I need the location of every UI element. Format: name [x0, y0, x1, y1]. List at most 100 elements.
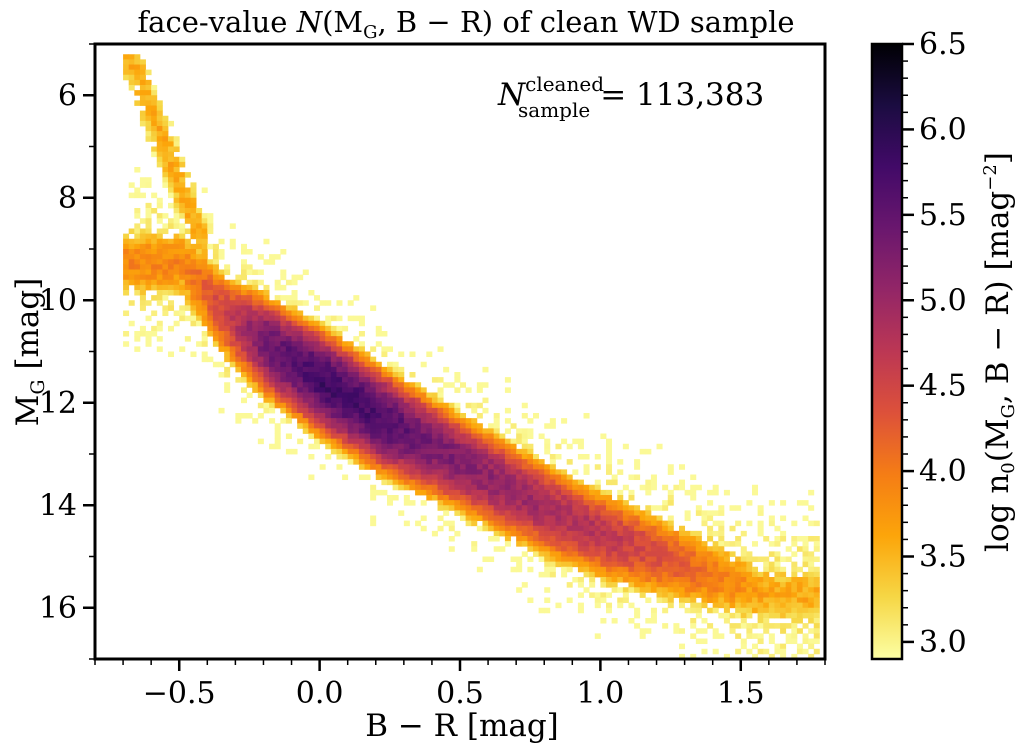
heatmap-cell [336, 336, 343, 342]
heatmap-cell [336, 392, 343, 399]
heatmap-cell [594, 597, 601, 604]
heatmap-cell [420, 500, 427, 506]
heatmap-cell [690, 623, 697, 629]
heatmap-cell [269, 402, 276, 409]
heatmap-cell [426, 448, 433, 455]
heatmap-cell [527, 520, 534, 527]
heatmap-cell [712, 597, 719, 604]
heatmap-cell [168, 182, 175, 188]
heatmap-cell [690, 546, 697, 552]
heatmap-cell [577, 566, 584, 573]
heatmap-cell [314, 402, 321, 409]
heatmap-cell [533, 505, 540, 511]
heatmap-cell [241, 356, 248, 363]
heatmap-cell [611, 536, 618, 542]
heatmap-cell [269, 336, 276, 342]
heatmap-cell [768, 566, 775, 573]
heatmap-cell [252, 331, 259, 337]
heatmap-cell [488, 469, 495, 475]
heatmap-cell [684, 566, 691, 573]
heatmap-cell [375, 489, 382, 496]
heatmap-cell [740, 551, 747, 557]
heatmap-cell [246, 361, 253, 368]
heatmap-cell [752, 607, 759, 614]
heatmap-cell [802, 602, 809, 609]
heatmap-cell [774, 612, 781, 619]
heatmap-cell [454, 479, 461, 486]
heatmap-cell [190, 320, 197, 327]
heatmap-cell [707, 551, 714, 557]
heatmap-cell [639, 546, 646, 552]
heatmap-cell [151, 233, 158, 240]
heatmap-cell [690, 566, 697, 573]
heatmap-cell [364, 433, 371, 440]
heatmap-cell [443, 495, 450, 501]
heatmap-cell [280, 372, 287, 378]
heatmap-cell [628, 561, 635, 568]
heatmap-cell [196, 274, 203, 281]
heatmap-cell [145, 115, 152, 122]
heatmap-cell [493, 505, 500, 511]
heatmap-cell [561, 546, 568, 552]
heatmap-cell [454, 407, 461, 414]
heatmap-cell [297, 423, 304, 429]
heatmap-cell [280, 402, 287, 409]
heatmap-cell [454, 459, 461, 465]
heatmap-cell [123, 243, 130, 250]
heatmap-cell [173, 197, 180, 204]
heatmap-cell [426, 454, 433, 460]
heatmap-cell [403, 500, 410, 506]
heatmap-cell [151, 95, 158, 101]
heatmap-cell [246, 315, 253, 322]
heatmap-cell [151, 85, 158, 91]
heatmap-cell [387, 377, 394, 383]
heatmap-cell [358, 392, 365, 399]
heatmap-cell [431, 489, 438, 496]
heatmap-cell [476, 464, 483, 470]
heatmap-cell [634, 546, 641, 552]
heatmap-cell [314, 413, 321, 419]
heatmap-cell [392, 448, 399, 455]
heatmap-cell [241, 361, 248, 368]
heatmap-cell [695, 592, 702, 598]
heatmap-cell [437, 402, 444, 409]
heatmap-cell [431, 474, 438, 481]
heatmap-cell [269, 300, 276, 306]
heatmap-cell [639, 510, 646, 516]
heatmap-cell [263, 238, 270, 245]
heatmap-cell [712, 602, 719, 609]
heatmap-cell [476, 510, 483, 516]
heatmap-cell [667, 520, 674, 527]
heatmap-cell [718, 612, 725, 619]
heatmap-cell [768, 561, 775, 568]
heatmap-cell [218, 295, 225, 301]
heatmap-cell [297, 377, 304, 383]
heatmap-cell [471, 459, 478, 465]
heatmap-cell [577, 443, 584, 450]
heatmap-cell [555, 443, 562, 450]
heatmap-cell [308, 351, 315, 358]
heatmap-cell [302, 372, 309, 378]
x-tick-label: 0.0 [296, 676, 344, 711]
heatmap-cell [235, 356, 242, 363]
heatmap-cell [465, 459, 472, 465]
heatmap-cell [387, 407, 394, 414]
heatmap-cell [156, 259, 163, 265]
heatmap-cell [650, 515, 657, 522]
heatmap-cell [139, 115, 146, 122]
heatmap-cell [156, 126, 163, 132]
heatmap-cell [297, 418, 304, 424]
heatmap-cell [235, 418, 242, 424]
heatmap-cell [791, 602, 798, 609]
heatmap-cell [768, 520, 775, 527]
heatmap-cell [622, 566, 629, 573]
heatmap-cell [763, 571, 770, 578]
colorbar-tick-label: 6.0 [919, 112, 967, 147]
heatmap-cell [476, 402, 483, 409]
heatmap-cell [241, 413, 248, 419]
heatmap-cell [196, 300, 203, 306]
heatmap-cell [269, 341, 276, 347]
heatmap-cell [392, 397, 399, 404]
heatmap-cell [314, 320, 321, 327]
heatmap-cell [735, 541, 742, 547]
